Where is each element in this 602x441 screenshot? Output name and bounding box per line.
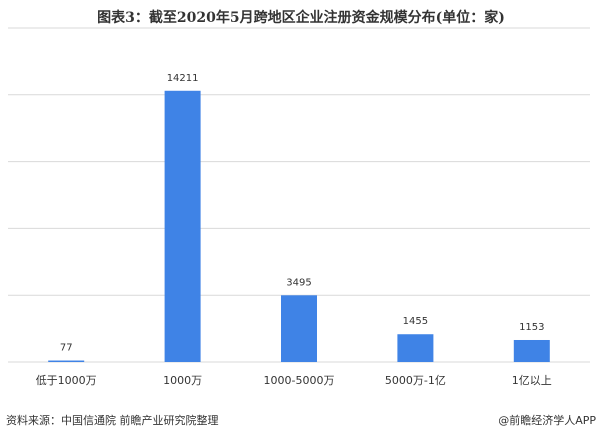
x-tick-label: 低于1000万 xyxy=(36,374,97,387)
data-label: 1455 xyxy=(403,316,428,327)
bar xyxy=(281,295,317,362)
source-note: 资料来源：中国信通院 前瞻产业研究院整理 xyxy=(6,413,219,427)
x-tick-label: 5000万-1亿 xyxy=(385,374,446,387)
chart-title: 图表3：截至2020年5月跨地区企业注册资金规模分布(单位：家) xyxy=(97,9,505,26)
data-label: 1153 xyxy=(519,322,544,333)
bar xyxy=(397,334,434,362)
data-label: 14211 xyxy=(167,73,199,84)
x-tick-label: 1000-5000万 xyxy=(264,374,335,387)
bar xyxy=(164,90,201,362)
bar xyxy=(513,339,550,362)
credit: @前瞻经济学人APP xyxy=(498,413,596,427)
x-tick-label: 1亿以上 xyxy=(512,374,552,387)
bar xyxy=(48,360,85,362)
data-label: 77 xyxy=(60,343,73,354)
data-label: 3495 xyxy=(286,277,311,288)
x-tick-label: 1000万 xyxy=(163,374,202,387)
